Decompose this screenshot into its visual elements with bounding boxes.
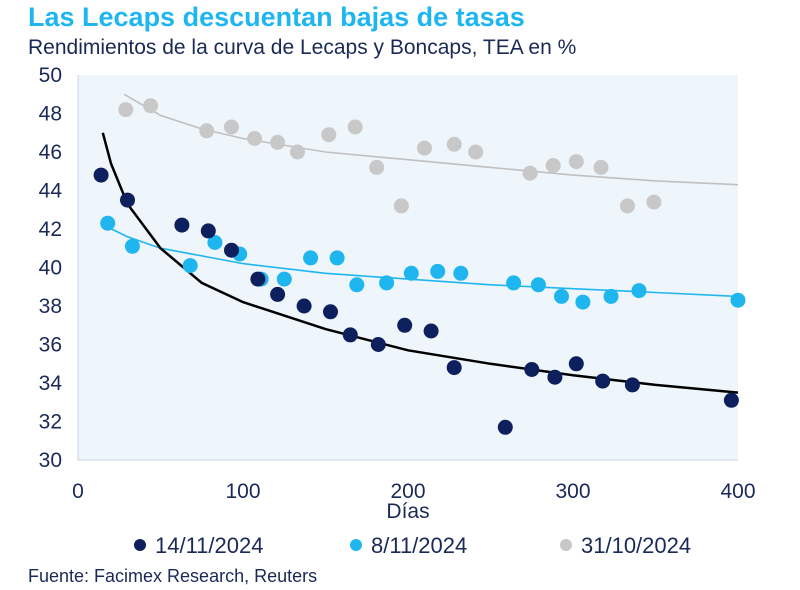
x-tick-label: 300 bbox=[555, 480, 590, 503]
data-point bbox=[506, 275, 522, 291]
data-point bbox=[174, 217, 190, 233]
data-point bbox=[593, 159, 609, 175]
data-point bbox=[200, 223, 216, 239]
y-tick-label: 36 bbox=[39, 334, 62, 357]
legend: 14/11/2024 8/11/2024 31/10/2024 bbox=[134, 533, 691, 558]
data-point bbox=[329, 250, 345, 266]
y-axis-ticks: 30 32 34 36 38 40 42 44 46 48 50 bbox=[39, 64, 63, 472]
data-point bbox=[497, 419, 513, 435]
legend-marker bbox=[560, 539, 572, 551]
data-point bbox=[143, 98, 159, 114]
trend-line bbox=[123, 93, 739, 186]
data-point bbox=[547, 369, 563, 385]
data-point bbox=[93, 167, 109, 183]
data-point bbox=[120, 192, 135, 208]
data-point bbox=[370, 337, 386, 352]
data-point bbox=[545, 158, 561, 173]
data-point bbox=[342, 327, 358, 343]
trend-line bbox=[107, 226, 739, 298]
y-tick-label: 48 bbox=[39, 103, 62, 126]
chart-title: Las Lecaps descuentan bajas de tasas bbox=[28, 2, 525, 32]
data-point bbox=[224, 119, 239, 135]
data-point bbox=[303, 250, 319, 266]
data-point bbox=[397, 317, 413, 333]
data-point bbox=[446, 360, 462, 376]
y-tick-label: 38 bbox=[39, 295, 62, 318]
data-point bbox=[224, 242, 239, 258]
data-point bbox=[624, 377, 640, 393]
data-point bbox=[446, 136, 462, 152]
data-point bbox=[554, 288, 569, 304]
data-point bbox=[100, 215, 116, 231]
data-point bbox=[347, 119, 363, 135]
data-point bbox=[568, 154, 584, 170]
data-points bbox=[93, 98, 746, 435]
data-point bbox=[270, 286, 286, 302]
data-point bbox=[522, 165, 538, 181]
data-point bbox=[631, 283, 647, 299]
data-point bbox=[423, 323, 439, 339]
data-point bbox=[296, 298, 312, 314]
x-tick-label: 400 bbox=[720, 480, 755, 503]
source-note: Fuente: Facimex Research, Reuters bbox=[28, 566, 318, 586]
data-point bbox=[247, 131, 263, 146]
data-point bbox=[530, 277, 546, 293]
data-point bbox=[199, 123, 215, 139]
y-tick-label: 32 bbox=[39, 411, 62, 434]
data-point bbox=[321, 127, 337, 143]
data-point bbox=[575, 294, 591, 310]
data-point bbox=[323, 304, 338, 320]
y-tick-label: 50 bbox=[39, 64, 62, 87]
legend-label: 14/11/2024 bbox=[155, 533, 263, 558]
x-tick-label: 200 bbox=[390, 480, 425, 503]
data-point bbox=[430, 263, 446, 279]
data-point bbox=[118, 102, 134, 118]
data-point bbox=[603, 288, 619, 304]
data-point bbox=[290, 144, 305, 160]
data-point bbox=[379, 275, 395, 291]
y-tick-label: 30 bbox=[39, 449, 62, 472]
data-point bbox=[369, 159, 385, 175]
data-point bbox=[349, 277, 365, 293]
y-tick-label: 46 bbox=[39, 141, 62, 164]
x-tick-label: 100 bbox=[225, 480, 260, 503]
legend-label: 31/10/2024 bbox=[581, 533, 691, 558]
data-point bbox=[468, 144, 484, 160]
data-point bbox=[276, 271, 292, 287]
x-axis-label: Días bbox=[386, 500, 429, 523]
data-point bbox=[182, 258, 198, 274]
data-point bbox=[207, 235, 223, 250]
x-axis-ticks: 0 100 200 300 400 bbox=[72, 480, 755, 503]
y-tick-label: 44 bbox=[39, 180, 63, 203]
data-point bbox=[730, 292, 746, 308]
data-point bbox=[124, 238, 140, 254]
data-point bbox=[270, 134, 286, 150]
data-point bbox=[393, 198, 409, 214]
data-point bbox=[403, 265, 419, 281]
y-tick-label: 34 bbox=[39, 372, 63, 395]
legend-label: 8/11/2024 bbox=[371, 533, 467, 558]
x-tick-label: 0 bbox=[72, 480, 84, 503]
data-point bbox=[723, 392, 739, 408]
data-point bbox=[620, 198, 635, 214]
data-point bbox=[568, 356, 584, 372]
legend-marker bbox=[350, 539, 362, 551]
data-point bbox=[524, 362, 540, 377]
data-point bbox=[417, 140, 432, 156]
data-point bbox=[646, 194, 662, 210]
y-tick-label: 42 bbox=[39, 218, 62, 241]
data-point bbox=[250, 271, 266, 287]
data-point bbox=[595, 373, 611, 389]
y-tick-label: 40 bbox=[39, 257, 62, 280]
chart-subtitle: Rendimientos de la curva de Lecaps y Bon… bbox=[28, 36, 577, 59]
legend-marker bbox=[134, 539, 146, 551]
data-point bbox=[453, 265, 469, 281]
